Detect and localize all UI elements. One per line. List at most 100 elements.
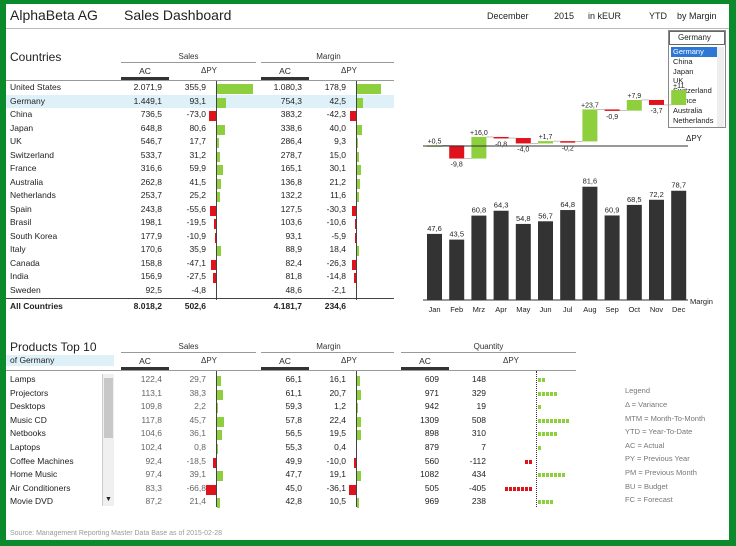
dropdown-option[interactable]: Australia [673, 105, 703, 115]
dropdown-option[interactable]: Netherlands [673, 115, 714, 125]
countries-margin-header: Margin [316, 52, 341, 61]
divider [6, 298, 394, 299]
sales-dpy-value: 38,3 [189, 387, 206, 398]
margin-dpy-value: -2,1 [331, 284, 346, 295]
sales-variance-bar [210, 205, 216, 216]
country-name[interactable]: Netherlands [10, 190, 56, 200]
qty-dpy-value: 329 [471, 387, 486, 398]
page-title: Sales Dashboard [124, 7, 232, 23]
margin-ac-value: 136,8 [280, 176, 302, 187]
margin-variance-bar [357, 471, 361, 482]
margin-bar-value: 47,6 [427, 224, 442, 233]
products-subtitle[interactable]: of Germany [6, 355, 114, 366]
legend-item: BU = Budget [625, 481, 668, 491]
countries-margin-ac-header: AC [261, 66, 309, 80]
sales-variance-bar [213, 457, 216, 468]
dropdown-option[interactable]: Germany [671, 47, 719, 57]
sales-dpy-value: 0,8 [194, 442, 206, 452]
product-name[interactable]: Lamps [10, 374, 36, 384]
product-name[interactable]: Coffee Machines [10, 455, 74, 466]
dropdown-option[interactable]: China [673, 56, 693, 66]
waterfall-bar-may [515, 138, 531, 144]
margin-dpy-value: 1,2 [334, 401, 346, 412]
product-name[interactable]: Netbooks [10, 428, 46, 439]
sales-dpy-value: 17,7 [189, 136, 206, 146]
total-margin-dpy: 234,6 [324, 301, 346, 311]
country-name[interactable]: UK [10, 136, 22, 146]
country-dropdown-selected[interactable]: Germany [669, 31, 725, 45]
month-tick-label: Sep [605, 305, 618, 314]
qty-dpy-value: -405 [468, 482, 486, 493]
country-name[interactable]: Switzerland [10, 149, 54, 160]
dropdown-option[interactable]: UK [673, 76, 684, 86]
products-scrollbar[interactable]: ▼ [102, 374, 114, 506]
country-name[interactable]: France [10, 163, 37, 173]
country-name[interactable]: Australia [10, 176, 44, 187]
dropdown-option[interactable]: Japan [673, 66, 694, 76]
margin-ac-value: 278,7 [280, 149, 302, 160]
qty-variance-marker [550, 473, 553, 478]
product-name[interactable]: Laptops [10, 442, 41, 452]
product-name[interactable]: Air Conditioners [10, 482, 71, 493]
legend-title: Legend [625, 386, 651, 395]
divider [401, 352, 576, 353]
country-name[interactable]: United States [10, 82, 62, 92]
country-name[interactable]: Brasil [10, 217, 32, 227]
qty-ac-value: 560 [424, 455, 439, 466]
mode-label[interactable]: by Margin [677, 11, 717, 21]
total-margin-ac: 4.181,7 [273, 301, 302, 311]
country-name[interactable]: Italy [10, 244, 26, 254]
country-name[interactable]: Japan [10, 122, 34, 133]
margin-ac-value: 61,1 [285, 387, 302, 398]
country-name[interactable]: Germany [10, 95, 45, 106]
product-name[interactable]: Music CD [10, 414, 47, 425]
product-name[interactable]: Projectors [10, 387, 49, 398]
dropdown-scrollbar[interactable] [717, 47, 724, 127]
margin-ac-value: 338,6 [280, 122, 302, 133]
scrollbar-thumb[interactable] [104, 378, 113, 438]
country-name[interactable]: Spain [10, 203, 32, 214]
qty-dpy-value: 19 [476, 401, 486, 412]
countries-margin-dpy-header: ΔPY [340, 66, 357, 75]
qty-variance-marker [542, 418, 545, 423]
country-name[interactable]: China [10, 109, 33, 119]
margin-ac-value: 132,2 [280, 190, 302, 200]
products-margin-ac-header: AC [261, 356, 309, 370]
sales-ac-value: 170,6 [140, 244, 162, 254]
margin-bar-value: 72,2 [649, 190, 664, 199]
year-label[interactable]: 2015 [554, 11, 575, 21]
month-label[interactable]: December [487, 11, 529, 21]
sales-variance-bar [208, 111, 216, 121]
period-label[interactable]: YTD [649, 11, 667, 21]
country-name[interactable]: Sweden [10, 284, 41, 295]
product-name[interactable]: Desktops [10, 401, 46, 412]
qty-variance-marker [546, 432, 549, 437]
sales-dpy-value: -19,5 [186, 217, 206, 227]
company-name: AlphaBeta AG [10, 7, 98, 23]
products-sales-axis [216, 371, 217, 507]
sales-dpy-value: -10,9 [186, 230, 206, 241]
margin-ac-value: 286,4 [280, 136, 302, 146]
country-name[interactable]: India [10, 271, 29, 281]
country-name[interactable]: South Korea [10, 230, 58, 241]
products-qty-ac-header: AC [401, 356, 449, 370]
total-label: All Countries [10, 301, 63, 311]
sales-variance-bar [217, 124, 226, 135]
margin-axis [356, 81, 357, 300]
sales-dpy-value: 45,7 [189, 414, 206, 425]
margin-ac-value: 93,1 [285, 230, 302, 241]
country-dropdown[interactable]: Germany GermanyChinaJapanUKSwitzerlandFr… [668, 30, 726, 128]
qty-ac-value: 1309 [420, 414, 439, 425]
legend-item: Δ = Variance [625, 400, 668, 409]
month-tick-label: Jun [539, 305, 551, 314]
dropdown-option[interactable]: Switzerland [673, 86, 712, 96]
qty-variance-marker [542, 391, 545, 396]
product-name[interactable]: Home Music [10, 469, 58, 480]
countries-title: Countries [10, 50, 62, 64]
country-name[interactable]: Canada [10, 257, 40, 268]
qty-variance-marker [554, 432, 557, 437]
margin-dpy-value: -5,9 [331, 230, 346, 241]
margin-ac-value: 49,9 [285, 455, 302, 466]
scroll-down-icon[interactable]: ▼ [105, 496, 112, 503]
product-name[interactable]: Movie DVD [10, 496, 53, 507]
